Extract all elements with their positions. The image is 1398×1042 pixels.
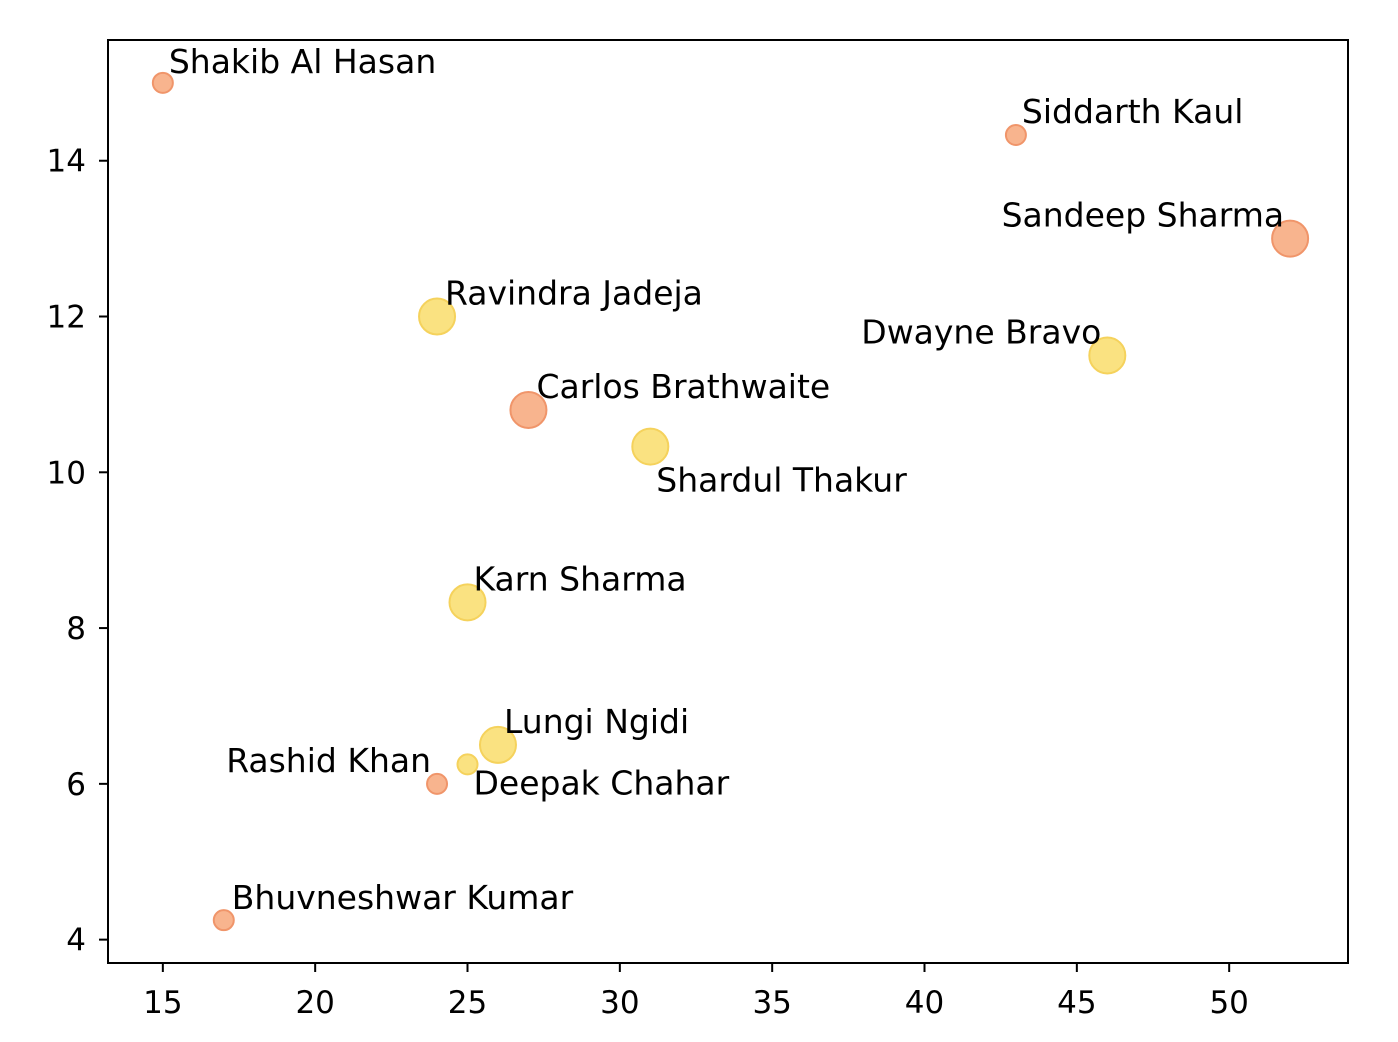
point-label: Lungi Ngidi <box>504 702 689 741</box>
x-tick-label: 25 <box>448 985 487 1021</box>
scatter-point <box>1088 336 1127 375</box>
scatter-point <box>478 725 517 764</box>
point-label: Dwayne Bravo <box>861 312 1101 351</box>
scatter-point <box>509 390 548 429</box>
point-label: Carlos Brathwaite <box>536 367 830 406</box>
point-label: Ravindra Jadeja <box>445 274 703 313</box>
point-label: Rashid Khan <box>226 741 431 780</box>
x-tick-label: 40 <box>905 985 944 1021</box>
scatter-point <box>1004 124 1027 147</box>
scatter-point <box>426 772 449 795</box>
x-tick-label: 20 <box>295 985 334 1021</box>
point-label: Sandeep Sharma <box>1002 196 1285 235</box>
point-label: Siddarth Kaul <box>1022 92 1244 131</box>
point-label: Shakib Al Hasan <box>169 42 436 81</box>
y-tick-label: 6 <box>66 767 86 803</box>
x-tick-label: 15 <box>143 985 182 1021</box>
y-tick-label: 12 <box>47 300 86 336</box>
x-tick-label: 30 <box>600 985 639 1021</box>
x-tick-label: 45 <box>1057 985 1096 1021</box>
x-tick-label: 50 <box>1209 985 1248 1021</box>
scatter-point <box>631 427 670 466</box>
scatter-point <box>456 753 479 776</box>
y-tick-label: 4 <box>66 923 86 959</box>
scatter-point <box>1271 219 1310 258</box>
points-layer <box>151 71 1310 932</box>
scatter-point <box>212 909 235 932</box>
labels-layer: Shakib Al Hasan Siddarth Kaul Sandeep Shar… <box>169 42 1284 917</box>
x-tick-label: 35 <box>752 985 791 1021</box>
point-label: Deepak Chahar <box>474 763 730 802</box>
axes-layer: 15 20 25 30 35 40 45 50 4 6 8 10 12 14 <box>47 39 1349 1021</box>
point-label: Shardul Thakur <box>656 461 907 500</box>
scatter-point <box>418 297 457 336</box>
scatter-point <box>448 583 487 622</box>
plot-frame <box>107 39 1349 964</box>
y-tick-label: 14 <box>47 144 86 180</box>
point-label: Bhuvneshwar Kumar <box>232 878 574 917</box>
y-tick-label: 8 <box>66 611 86 647</box>
scatter-point <box>151 71 174 94</box>
y-tick-label: 10 <box>47 455 86 491</box>
point-label: Karn Sharma <box>474 559 687 598</box>
